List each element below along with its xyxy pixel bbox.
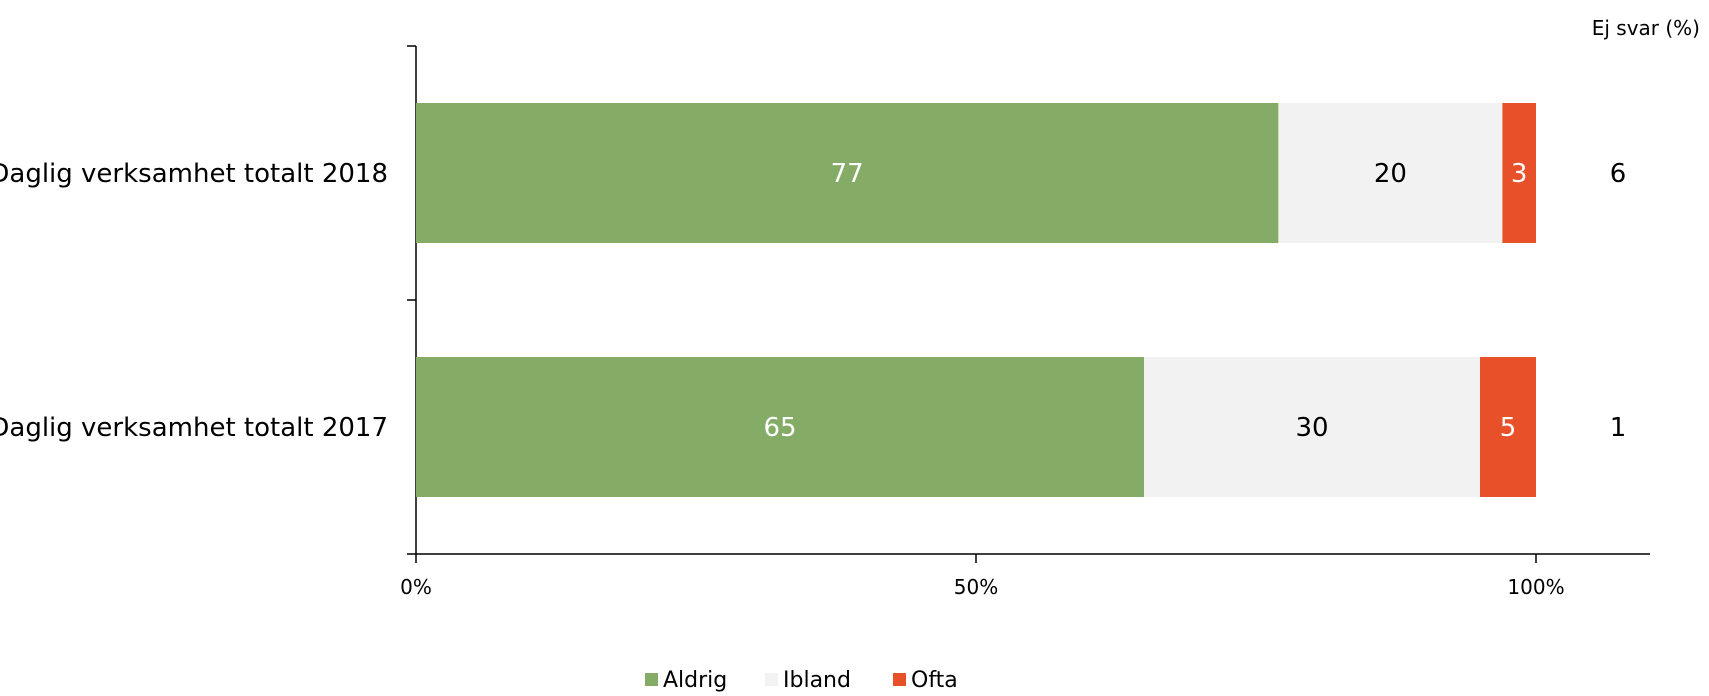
bar-segment-aldrig (416, 357, 1144, 497)
legend-swatch-aldrig (645, 673, 658, 686)
data-label: 3 (1511, 159, 1528, 189)
ej-svar-value: 1 (1610, 413, 1627, 443)
legend-swatch-ibland (765, 673, 778, 686)
x-tick-label: 100% (1507, 575, 1564, 599)
bar-segment-aldrig (416, 103, 1279, 243)
data-label: 30 (1295, 413, 1328, 443)
legend-label: Ofta (911, 668, 958, 693)
legend-label: Aldrig (663, 668, 727, 693)
category-label: Daglig verksamhet totalt 2018 (0, 159, 388, 189)
x-tick-label: 50% (954, 575, 998, 599)
bar-segment-ibland (1144, 357, 1480, 497)
data-label: 77 (831, 159, 864, 189)
x-ticks: 0% 50% 100% (400, 554, 1565, 599)
ej-svar-value: 6 (1610, 159, 1627, 189)
ej-svar-header: Ej svar (%) (1592, 16, 1700, 40)
data-label: 20 (1374, 159, 1407, 189)
x-tick-label: 0% (400, 575, 432, 599)
data-label: 65 (763, 413, 796, 443)
ej-svar-column: Ej svar (%) 6 1 (1592, 16, 1700, 443)
category-label: Daglig verksamhet totalt 2017 (0, 413, 388, 443)
bars: 77 20 3 65 30 5 (416, 103, 1536, 497)
data-label: 5 (1500, 413, 1517, 443)
legend: Aldrig Ibland Ofta (645, 668, 958, 693)
category-labels: Daglig verksamhet totalt 2018 Daglig verk… (0, 159, 388, 443)
legend-swatch-ofta (893, 673, 906, 686)
bar-segment-ofta (1502, 103, 1536, 243)
bar-segment-ibland (1278, 103, 1503, 243)
legend-label: Ibland (783, 668, 851, 693)
bar-segment-ofta (1480, 357, 1536, 497)
